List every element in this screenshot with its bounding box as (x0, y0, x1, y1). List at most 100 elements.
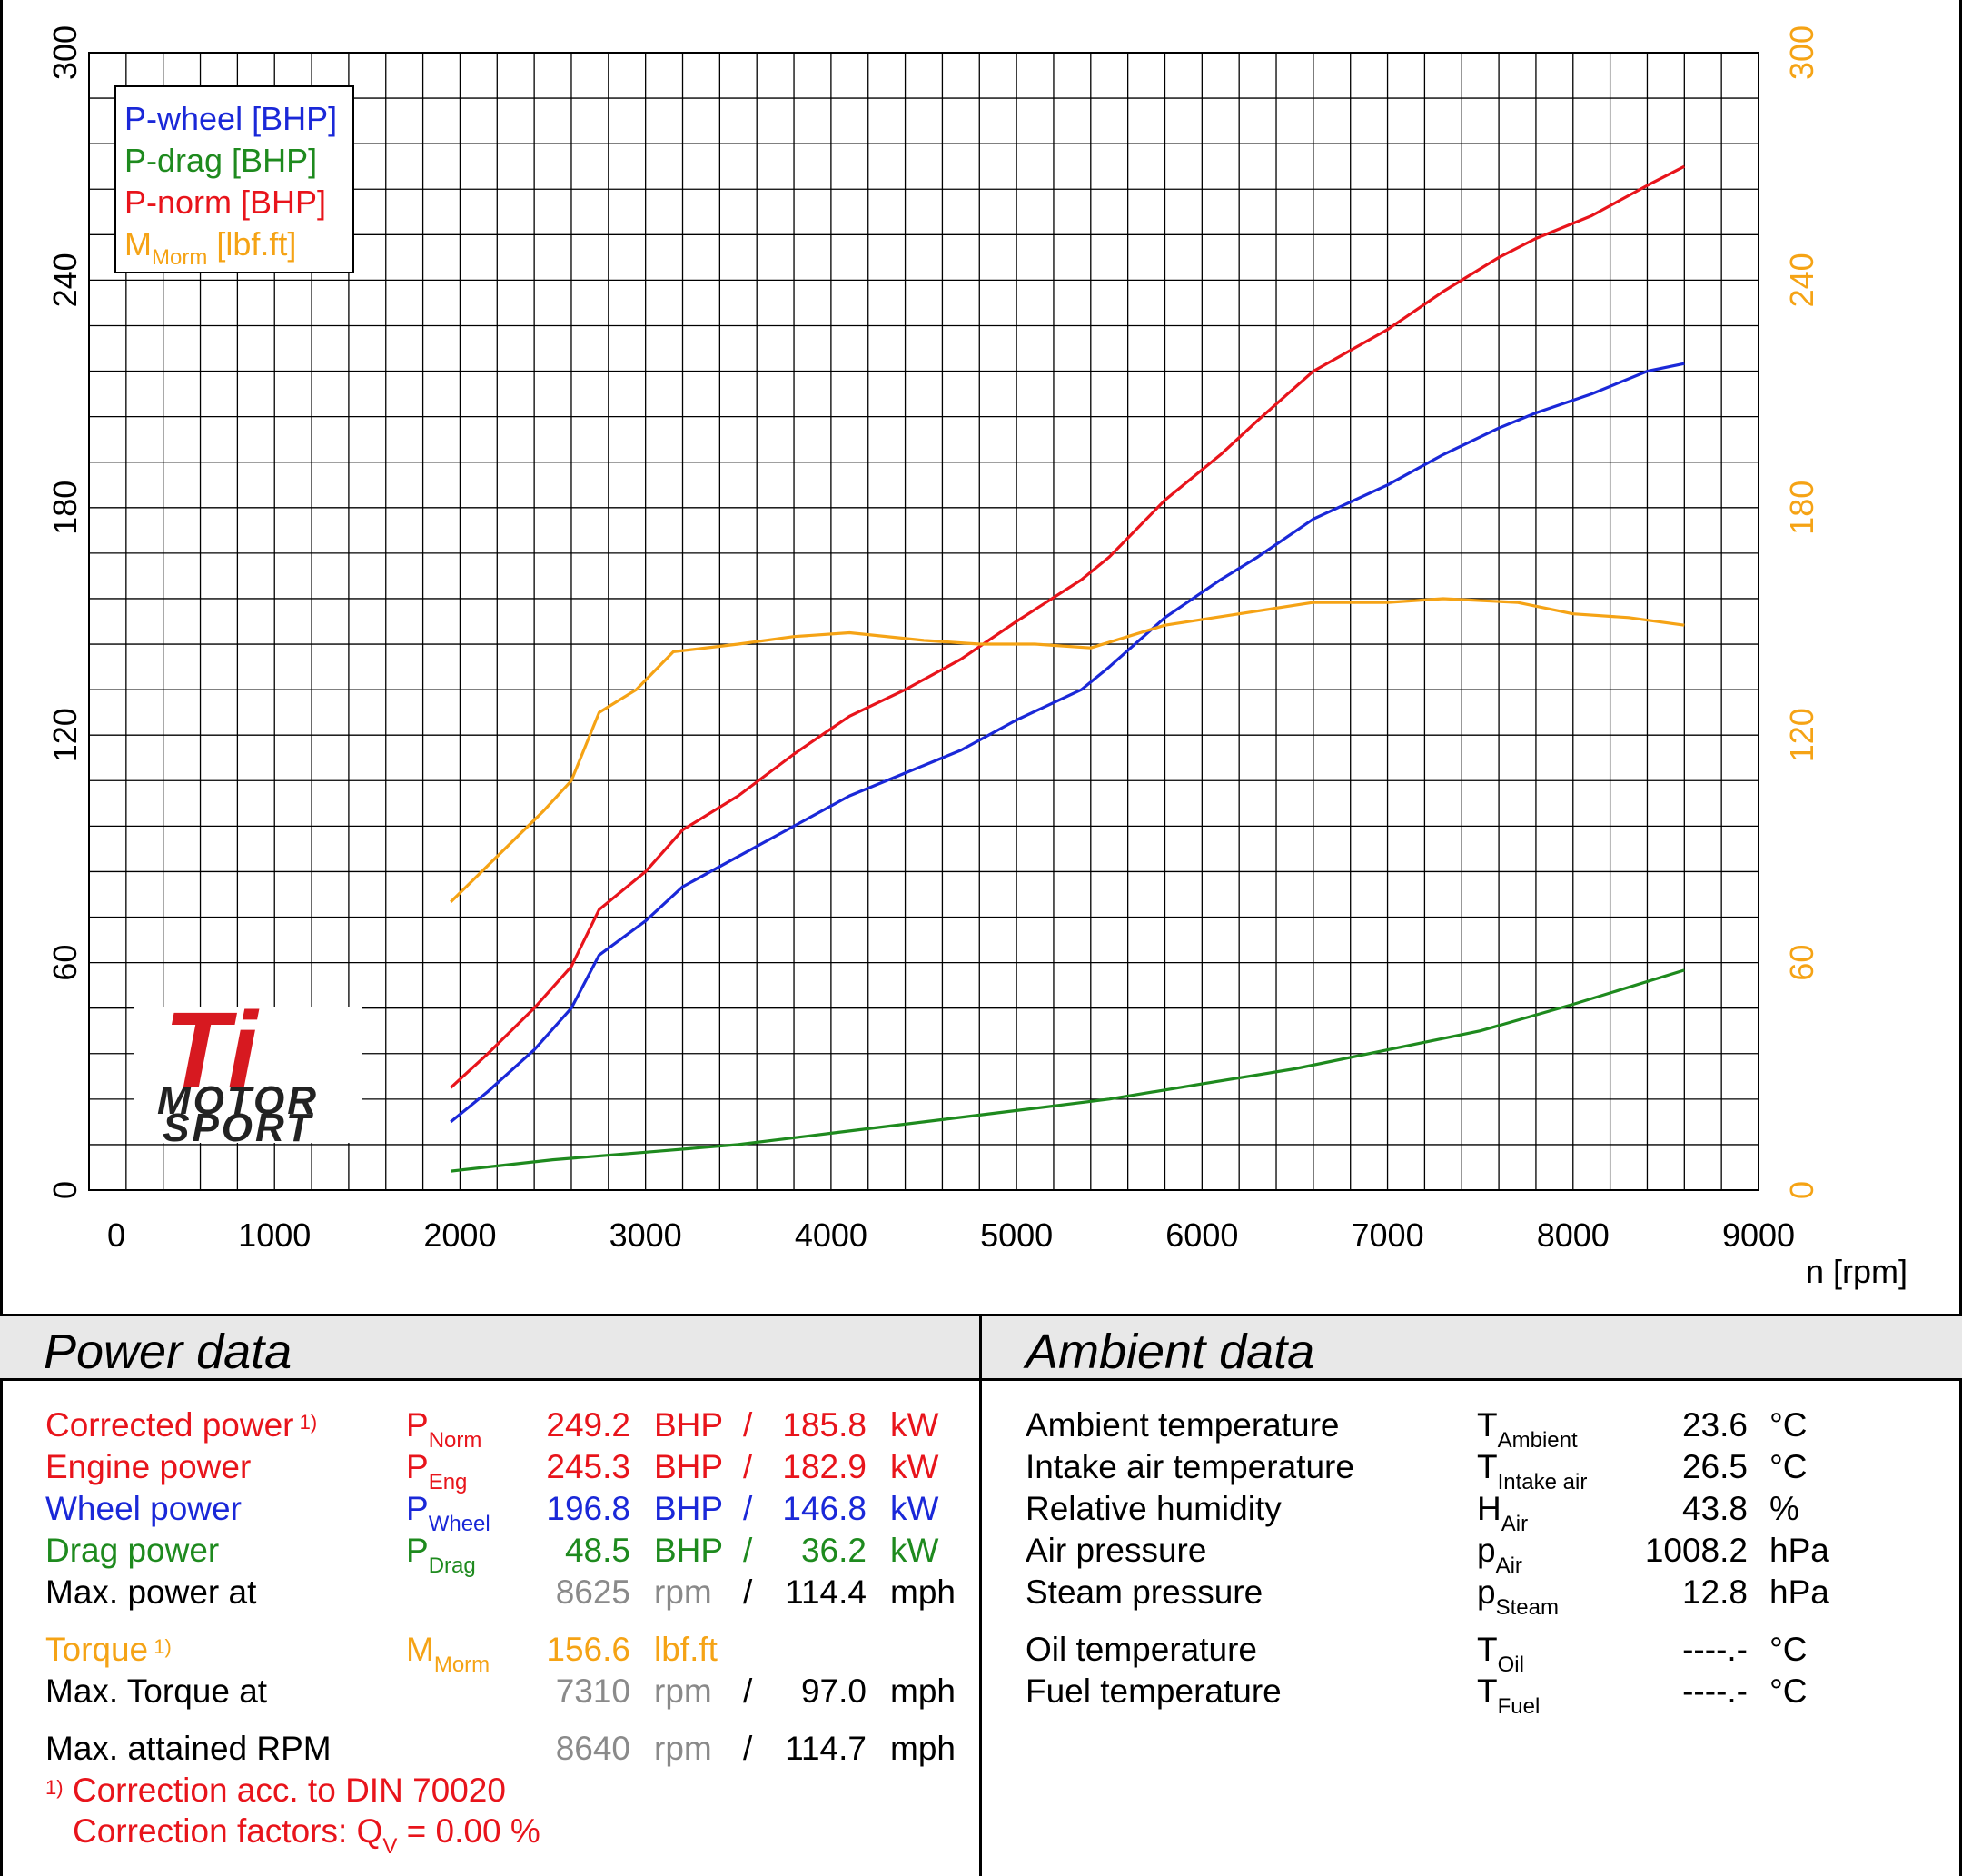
ambient-label: Relative humidity (1026, 1490, 1282, 1527)
power-value-2: 185.8 (782, 1406, 867, 1444)
x-tick-label: 7000 (1352, 1216, 1424, 1254)
logo-mark: Ti (164, 990, 260, 1110)
series-line-0 (450, 362, 1685, 1124)
y-tick-label-right: 60 (1783, 945, 1820, 981)
power-unit-1: BHP (654, 1532, 724, 1569)
power-unit-1: BHP (654, 1406, 724, 1444)
ambient-unit: % (1769, 1490, 1799, 1527)
power-separator: / (743, 1673, 753, 1710)
power-separator: / (743, 1406, 753, 1444)
y-tick-label-right: 120 (1783, 708, 1820, 762)
legend-torque: MMorm [lbf.ft] (124, 225, 296, 270)
y-tick-label-left: 300 (46, 25, 84, 80)
ambient-symbol: TAmbient (1477, 1406, 1578, 1453)
ambient-value: 43.8 (1681, 1490, 1748, 1527)
power-label: Engine power (45, 1448, 252, 1485)
power-label: Wheel power (45, 1490, 242, 1527)
ambient-title: Ambient data (1026, 1325, 1315, 1379)
frame-right (1959, 0, 1962, 1876)
y-tick-label-right: 240 (1783, 253, 1820, 307)
power-symbol: PWheel (406, 1490, 490, 1536)
power-value-1: 249.2 (546, 1406, 630, 1444)
ambient-unit: hPa (1769, 1532, 1829, 1569)
power-separator: / (743, 1448, 753, 1485)
chart-ticks: 0 1000 2000 3000 4000 5000 6000 7000 8000 9000 0 0 6… (46, 25, 1820, 1254)
power-title: Power data (44, 1325, 292, 1379)
power-value-2: 97.0 (800, 1673, 867, 1710)
power-unit-2: kW (890, 1490, 939, 1527)
y-tick-label-left: 60 (46, 945, 84, 981)
frame-left (0, 0, 3, 1876)
ambient-symbol: pSteam (1477, 1573, 1559, 1620)
logo-line2: SPORT (163, 1106, 313, 1150)
legend-drag: P-drag [BHP] (124, 142, 317, 179)
power-label: Max. power at (45, 1573, 257, 1611)
ambient-value: 12.8 (1681, 1573, 1748, 1611)
series-line-2 (450, 164, 1686, 1089)
power-value-1: 48.5 (564, 1532, 630, 1569)
power-value-1: 8640 (555, 1730, 630, 1767)
x-tick-label: 6000 (1165, 1216, 1238, 1254)
y-tick-label-left: 120 (46, 708, 84, 762)
power-unit-1: BHP (654, 1448, 724, 1485)
power-value-1: 196.8 (546, 1490, 630, 1527)
y-tick-label-left: 240 (46, 253, 84, 307)
panel-divider (979, 1314, 982, 1876)
dyno-chart: 0 1000 2000 3000 4000 5000 6000 7000 8000 9000 0 0 6… (46, 25, 1908, 1290)
power-value-1: 245.3 (546, 1448, 630, 1485)
power-value-2: 182.9 (782, 1448, 867, 1485)
power-value-2: 114.4 (785, 1573, 867, 1611)
legend: P-wheel [BHP] P-drag [BHP] P-norm [BHP] … (114, 85, 354, 273)
ambient-unit: °C (1769, 1631, 1808, 1668)
power-value-1: 7310 (555, 1673, 630, 1710)
y-tick-label-left: 180 (46, 481, 84, 535)
ambient-value: ----.- (1682, 1631, 1748, 1668)
ambient-unit: °C (1769, 1673, 1808, 1710)
ambient-symbol: TOil (1477, 1631, 1524, 1677)
x-tick-label: 1000 (238, 1216, 311, 1254)
ambient-label: Fuel temperature (1026, 1673, 1282, 1710)
correction-note: 1) Correction acc. to DIN 70020 (45, 1772, 506, 1809)
power-unit-2: mph (890, 1573, 956, 1611)
ambient-header: Ambient data (982, 1314, 1962, 1381)
x-tick-label: 4000 (795, 1216, 867, 1254)
ambient-unit: °C (1769, 1406, 1808, 1444)
power-symbol: PNorm (406, 1406, 482, 1453)
power-value-1: 8625 (555, 1573, 630, 1611)
x-tick-label: 2000 (423, 1216, 496, 1254)
series-line-3 (450, 597, 1685, 903)
power-unit-2: mph (890, 1730, 956, 1767)
power-unit-1: rpm (654, 1730, 712, 1767)
power-value-2: 146.8 (782, 1490, 867, 1527)
ambient-label: Air pressure (1026, 1532, 1207, 1569)
legend-wheel: P-wheel [BHP] (124, 100, 337, 137)
ambient-symbol: HAir (1477, 1490, 1529, 1536)
power-separator: / (743, 1490, 753, 1527)
power-unit-1: lbf.ft (654, 1631, 718, 1668)
y-tick-label-left: 0 (46, 1181, 84, 1199)
power-unit-2: mph (890, 1673, 956, 1710)
x-tick-label: 9000 (1722, 1216, 1795, 1254)
plot-area (88, 52, 1759, 1191)
power-symbol: PEng (406, 1448, 468, 1494)
ambient-label: Steam pressure (1026, 1573, 1263, 1611)
legend-norm: P-norm [BHP] (124, 184, 326, 221)
power-value-1: 156.6 (546, 1631, 630, 1668)
power-label: Drag power (45, 1532, 220, 1569)
ambient-unit: °C (1769, 1448, 1808, 1485)
ambient-value: ----.- (1682, 1673, 1748, 1710)
power-label: Max. Torque at (45, 1673, 268, 1710)
power-unit-1: BHP (654, 1490, 724, 1527)
x-tick-label: 5000 (980, 1216, 1053, 1254)
power-header: Power data (0, 1314, 979, 1381)
ambient-label: Oil temperature (1026, 1631, 1257, 1668)
power-unit-2: kW (890, 1448, 939, 1485)
logo-line1: MOTOR (157, 1078, 319, 1123)
power-unit-1: rpm (654, 1573, 712, 1611)
power-label: Torque 1) (45, 1631, 172, 1668)
ambient-unit: hPa (1769, 1573, 1829, 1611)
chart-grid (88, 52, 1759, 1191)
x-tick-label: 8000 (1537, 1216, 1610, 1254)
power-value-2: 114.7 (785, 1730, 867, 1767)
power-unit-1: rpm (654, 1673, 712, 1710)
